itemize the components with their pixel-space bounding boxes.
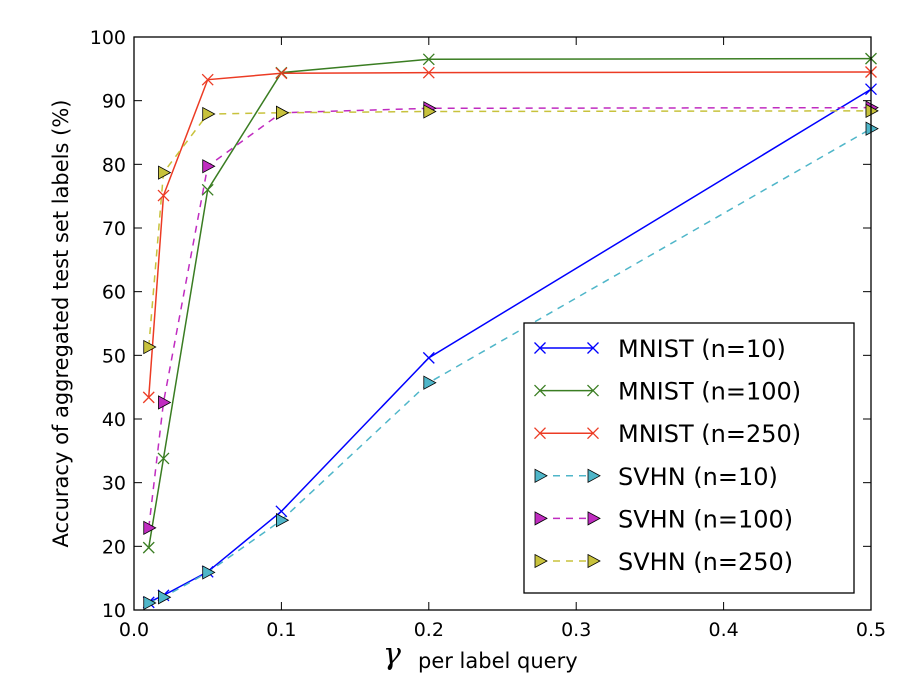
y-tick-label: 40 <box>102 409 126 431</box>
data-point-svhn-n-250 <box>143 339 157 355</box>
data-point-mnist-n-250 <box>157 189 170 202</box>
series-line-svhn-n-100 <box>147 106 871 528</box>
x-axis-label-symbol: γ <box>383 637 401 672</box>
y-tick-label: 90 <box>102 91 126 113</box>
x-tick-label: 0.3 <box>561 619 591 641</box>
legend-marker-end <box>587 553 601 569</box>
x-tick-label: 0.5 <box>856 619 886 641</box>
data-point-svhn-n-250 <box>423 104 437 119</box>
legend-marker-start <box>534 342 546 354</box>
y-axis-label: Accuracy of aggregated test set labels (… <box>49 100 73 548</box>
data-point-svhn-n-10 <box>158 590 172 605</box>
y-tick-label: 60 <box>102 282 126 304</box>
legend-label: MNIST (n=100) <box>618 378 801 406</box>
data-point-svhn-n-10 <box>865 121 879 136</box>
legend-marker-start <box>534 468 548 483</box>
data-point-mnist-n-100 <box>422 53 435 66</box>
data-point-svhn-n-10 <box>143 595 157 611</box>
x-axis-label: per label query <box>418 649 578 673</box>
series-line-mnist-n-100 <box>148 57 871 548</box>
data-point-mnist-n-250 <box>142 391 155 404</box>
y-tick-label: 80 <box>102 154 126 176</box>
data-point-mnist-n-10 <box>422 351 435 364</box>
legend-marker-end <box>587 384 599 397</box>
data-point-mnist-n-250 <box>275 67 288 80</box>
y-tick-label: 20 <box>102 536 126 558</box>
series-line-mnist-n-250 <box>147 71 871 398</box>
plot-frame <box>133 36 872 611</box>
legend-marker-end <box>587 511 601 526</box>
legend-label: SVHN (n=250) <box>618 548 793 576</box>
y-tick-label: 50 <box>102 345 126 367</box>
legend-item-svhn-n-250: SVHN (n=250) <box>534 548 793 576</box>
legend-label: MNIST (n=250) <box>618 420 801 448</box>
plot-markers <box>142 52 879 611</box>
legend: MNIST (n=10) MNIST (n=100) MNIST (n=250) SV… <box>523 322 855 594</box>
legend-label: SVHN (n=10) <box>618 463 778 491</box>
y-tick-label: 100 <box>90 27 126 49</box>
axis-ticks: 0.0 0.1 0.2 0.3 0.4 0.5 10 20 30 40 50 60 70 80 90 100 <box>90 27 886 641</box>
data-point-mnist-n-100 <box>201 183 214 196</box>
data-point-svhn-n-250 <box>865 103 879 119</box>
data-point-svhn-n-10 <box>276 513 290 528</box>
series-line-svhn-n-250 <box>147 110 871 348</box>
data-point-svhn-n-250 <box>158 165 172 180</box>
legend-marker-end <box>587 342 599 354</box>
y-tick-label: 30 <box>102 473 126 495</box>
legend-item-mnist-n-100: MNIST (n=100) <box>534 378 801 406</box>
x-tick-label: 0.2 <box>414 619 444 641</box>
legend-marker-start <box>534 553 548 569</box>
data-point-mnist-n-100 <box>142 541 155 554</box>
data-point-svhn-n-10 <box>423 375 437 390</box>
x-tick-label: 0.4 <box>708 619 738 641</box>
legend-marker-start <box>534 384 546 397</box>
legend-marker-start <box>534 511 548 526</box>
x-tick-label: 0.1 <box>266 619 296 641</box>
legend-marker-end <box>587 468 601 483</box>
legend-item-svhn-n-100: SVHN (n=100) <box>534 505 793 533</box>
y-tick-label: 10 <box>102 600 126 622</box>
data-point-mnist-n-250 <box>201 73 214 86</box>
data-point-mnist-n-250 <box>422 66 435 79</box>
legend-marker-start <box>534 427 546 440</box>
legend-marker-end <box>587 427 599 440</box>
legend-item-mnist-n-10: MNIST (n=10) <box>534 335 786 363</box>
data-point-svhn-n-250 <box>202 106 216 122</box>
data-point-svhn-n-250 <box>276 105 290 120</box>
legend-item-svhn-n-10: SVHN (n=10) <box>534 463 778 491</box>
data-point-mnist-n-100 <box>157 452 170 465</box>
legend-box <box>523 322 855 594</box>
legend-label: MNIST (n=10) <box>618 335 786 363</box>
legend-label: SVHN (n=100) <box>618 505 793 533</box>
legend-item-mnist-n-250: MNIST (n=250) <box>534 420 801 448</box>
y-tick-label: 70 <box>102 218 126 240</box>
data-point-svhn-n-100 <box>202 159 216 174</box>
x-tick-label: 0.0 <box>119 619 149 641</box>
data-point-svhn-n-100 <box>143 520 157 536</box>
data-point-svhn-n-10 <box>202 565 216 580</box>
data-point-svhn-n-100 <box>158 395 172 410</box>
